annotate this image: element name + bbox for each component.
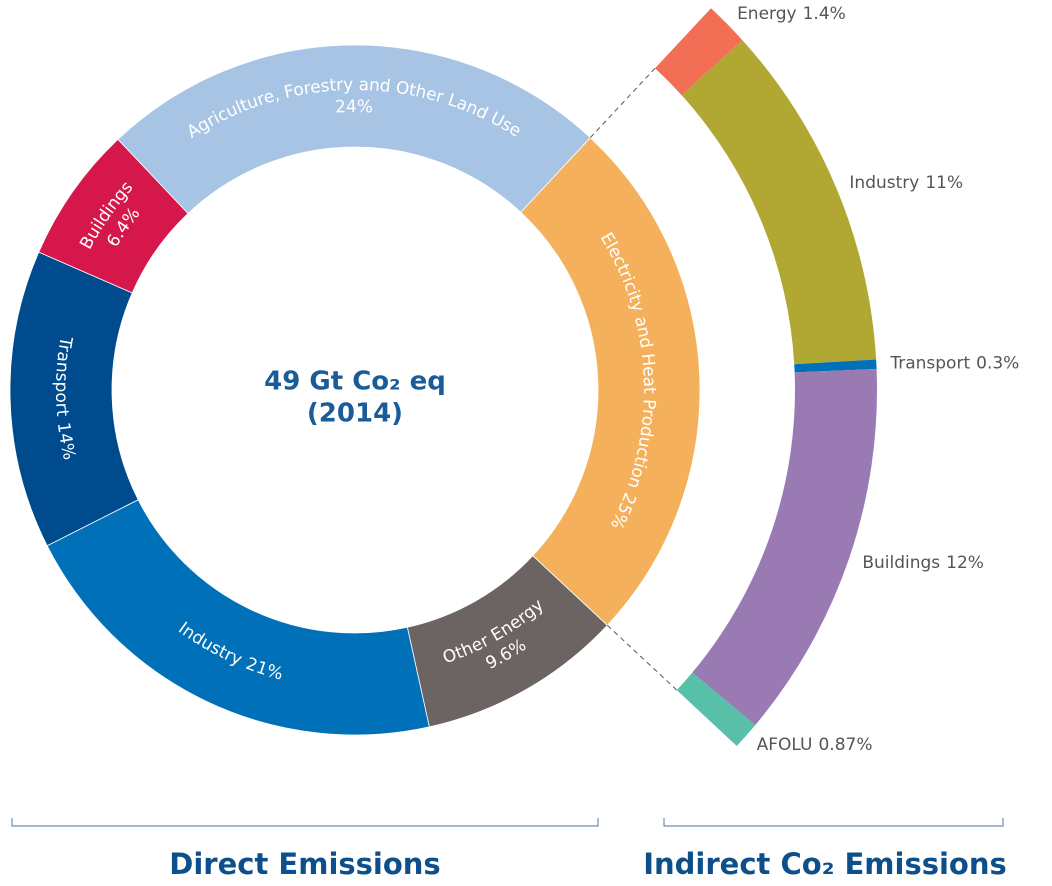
arc-segment <box>655 8 743 96</box>
arc-label: Buildings 12% <box>862 553 984 573</box>
arc-label-text: Industry <box>849 173 919 193</box>
center-text: (2014) <box>307 399 403 429</box>
arc-label: Energy 1.4% <box>737 4 846 24</box>
donut-segment <box>46 499 430 736</box>
arc-label: Transport 0.3% <box>889 354 1019 374</box>
arc-label-text: Transport <box>889 354 970 374</box>
section-title: Direct Emissions <box>169 847 440 881</box>
arc-segment <box>681 40 877 365</box>
arc-label-text: Buildings <box>862 553 940 573</box>
arc-label-value: 0.3% <box>976 354 1019 374</box>
segment-label-text: 24% <box>335 97 374 118</box>
connector <box>606 624 678 691</box>
segment-label-path: 24% <box>335 97 374 118</box>
arc-label-value: 12% <box>946 553 984 573</box>
connector <box>589 67 656 139</box>
donut-segment <box>117 44 591 215</box>
donut-segment <box>520 137 701 626</box>
center-text: 49 Gt Co₂ eq <box>264 367 446 397</box>
arc-segment <box>676 672 756 747</box>
donut-segment <box>9 251 139 547</box>
bracket <box>11 818 599 827</box>
arc-label-text: AFOLU <box>757 735 813 755</box>
arc-label: AFOLU 0.87% <box>757 735 873 755</box>
arc-label: Industry 11% <box>849 173 963 193</box>
arc-segment <box>794 359 877 373</box>
arc-label-value: 0.87% <box>818 735 872 755</box>
arc-label-text: Energy <box>737 4 797 24</box>
arc-label-value: 11% <box>925 173 963 193</box>
arc-label-value: 1.4% <box>803 4 846 24</box>
bracket <box>663 818 1004 827</box>
segment-label: 24% <box>335 97 374 118</box>
arc-segment <box>692 369 877 726</box>
section-title: Indirect Co₂ Emissions <box>643 847 1007 881</box>
